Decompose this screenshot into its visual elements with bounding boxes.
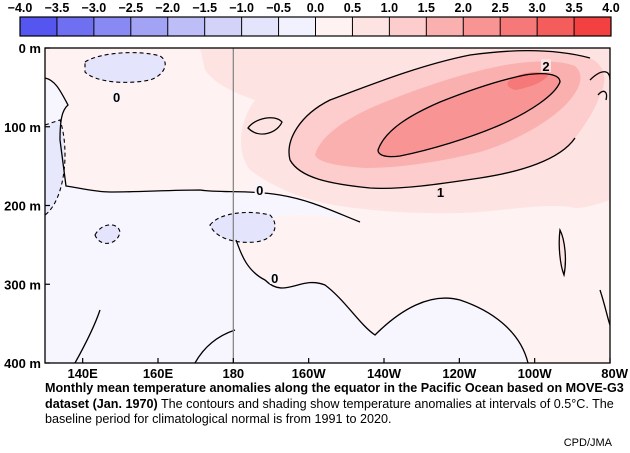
contour-line-neg-top — [84, 52, 166, 83]
colorbar-tick-label: 3.5 — [565, 1, 582, 15]
colorbar-swatch — [352, 17, 390, 36]
contour-label-bg — [111, 89, 122, 103]
contour-line-two — [377, 73, 561, 158]
colorbar-swatch — [93, 17, 132, 36]
colorbar-tick-label: −2.5 — [118, 1, 143, 15]
colorbar-swatch — [315, 17, 353, 36]
y-tick-label: 100 m — [4, 120, 41, 135]
warm-patch-east — [559, 230, 566, 275]
colorbar — [19, 16, 612, 37]
colorbar-swatch — [20, 17, 58, 36]
colorbar-tick-label: −1.5 — [192, 1, 217, 15]
colorbar-swatch — [241, 17, 280, 36]
colorbar-swatch — [56, 17, 95, 36]
caption-body: The contours and shading show temperatur… — [45, 396, 614, 427]
colorbar-swatch — [278, 17, 316, 36]
cold-patch-mid — [210, 212, 275, 243]
colorbar-tick-labels: −4.0 −3.5 −3.0 −2.5 −2.0 −1.5 −1.0 −0.5 0.0 0.5 1.… — [8, 1, 620, 15]
colorbar-tick-label: −1.0 — [229, 1, 254, 15]
contour-line-zero-main — [45, 77, 361, 223]
contour-label-bg — [435, 185, 446, 199]
colorbar-tick-label: 4.0 — [602, 1, 619, 15]
colorbar-tick-label: 1.0 — [381, 1, 398, 15]
contour-line-deep-east — [558, 227, 567, 278]
colorbar-tick-label: 0.5 — [344, 1, 361, 15]
x-tick-label: 80W — [601, 366, 628, 380]
colorbar-swatch — [537, 17, 575, 36]
x-tick-label: 100W — [518, 366, 553, 380]
colorbar-swatch — [130, 17, 169, 36]
contour-label-bg — [254, 182, 265, 196]
contour-label-bg — [269, 270, 280, 284]
y-tick-label: 400 m — [4, 356, 41, 371]
colorbar-tick-label: −0.5 — [266, 1, 291, 15]
contour-label: 0 — [256, 183, 263, 198]
x-tick-label: 180 — [222, 366, 244, 380]
colorbar-tick-label: 0.0 — [307, 1, 324, 15]
colorbar-tick-label: 3.0 — [528, 1, 545, 15]
x-tick-label: 160W — [292, 366, 327, 380]
colorbar-tick-label: −4.0 — [8, 1, 33, 15]
colorbar-tick-label: −2.0 — [155, 1, 180, 15]
x-axis: 140E 160E 180 160W 140W 120W 100W 80W — [67, 358, 629, 381]
figure-caption: Monthly mean temperature anomalies along… — [45, 381, 625, 428]
colorbar-tick-label: 2.5 — [491, 1, 508, 15]
x-tick-label: 120W — [442, 366, 477, 380]
cold-patch-south — [95, 224, 120, 244]
contour-labels: 2 0 1 0 0 — [111, 59, 551, 286]
contour-line-neg-west — [45, 119, 66, 216]
contour-line-one — [288, 50, 591, 190]
contour-line-zero-deep — [235, 239, 529, 363]
contour-line-neg-south — [94, 224, 121, 244]
contour-label: 1 — [437, 185, 444, 200]
colorbar-swatch — [574, 17, 612, 36]
contour-label: 2 — [542, 59, 549, 74]
warm-patch-mid — [248, 117, 282, 135]
colorbar-swatch — [389, 17, 427, 36]
colorbar-tick-label: −3.5 — [45, 1, 70, 15]
y-tick-label: 300 m — [4, 277, 41, 292]
contour-label: 0 — [113, 90, 120, 105]
colorbar-tick-label: 1.5 — [418, 1, 435, 15]
contour-lines — [45, 50, 610, 363]
colorbar-swatch — [463, 17, 501, 36]
cold-patch-west-top — [85, 52, 166, 83]
contour-line-neg-mid — [209, 211, 276, 243]
x-tick-label: 140W — [367, 366, 402, 380]
contour-line-zero-patch-west — [247, 117, 283, 135]
contour-region-2-2.5 — [378, 73, 560, 157]
chart-svg: −4.0 −3.5 −3.0 −2.5 −2.0 −1.5 −1.0 −0.5 0.0 0.5 1.… — [4, 1, 629, 381]
negative-contours — [45, 52, 276, 244]
y-axis: 0 m 100 m 200 m 300 m 400 m — [4, 41, 50, 371]
contour-label: 0 — [271, 271, 278, 286]
colorbar-swatch — [204, 17, 243, 36]
x-tick-label: 160E — [143, 366, 174, 380]
y-tick-label: 200 m — [4, 199, 41, 214]
colorbar-tick-label: 2.0 — [455, 1, 472, 15]
anomaly-field — [45, 48, 610, 363]
colorbar-swatch — [500, 17, 538, 36]
chart-figure: −4.0 −3.5 −3.0 −2.5 −2.0 −1.5 −1.0 −0.5 0.0 0.5 1.… — [4, 1, 629, 381]
colorbar-swatch — [167, 17, 206, 36]
contour-label-bg — [540, 59, 551, 73]
colorbar-tick-label: −3.0 — [82, 1, 107, 15]
x-tick-label: 140E — [67, 366, 98, 380]
credit-label: CPD/JMA — [563, 437, 612, 449]
caption-title: Monthly mean temperature anomalies along… — [45, 381, 624, 411]
y-tick-label: 0 m — [19, 41, 41, 56]
colorbar-swatch — [426, 17, 464, 36]
